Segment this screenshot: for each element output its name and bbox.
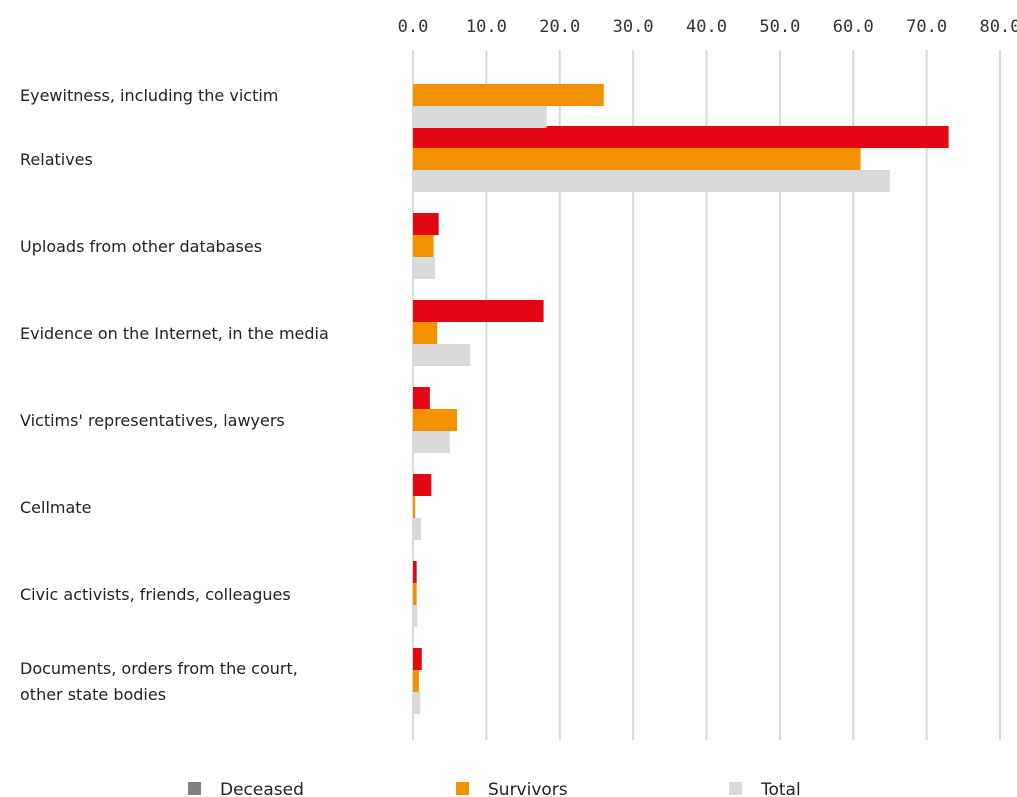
bar-survivors [413, 84, 604, 106]
x-tick-label: 20.0 [539, 17, 580, 37]
category-label: Relatives [20, 150, 93, 169]
x-tick-label: 40.0 [686, 17, 727, 37]
bar-total [413, 431, 450, 453]
bar-total [413, 605, 418, 627]
bar-deceased [413, 387, 430, 409]
x-tick-label: 80.0 [980, 17, 1017, 37]
category-label: Documents, orders from the court, other s… [20, 659, 298, 704]
x-tick-label: 10.0 [466, 17, 507, 37]
legend-item-survivors: Survivors [456, 780, 568, 797]
legend: Deceased Survivors Total [188, 780, 801, 797]
legend-label: Deceased [220, 780, 304, 797]
x-tick-label: 70.0 [906, 17, 947, 37]
legend-item-deceased: Deceased [188, 780, 304, 797]
legend-swatch [456, 782, 469, 795]
bar-survivors [413, 148, 861, 170]
bar-total [413, 106, 547, 128]
bar-total [413, 692, 421, 714]
bar-deceased [413, 648, 422, 670]
legend-label: Total [760, 780, 801, 797]
category-label: Evidence on the Internet, in the media [20, 324, 329, 343]
category-labels: Eyewitness, including the victim Relative… [20, 86, 329, 704]
category-label: Civic activists, friends, colleagues [20, 585, 291, 604]
bar-total [413, 344, 471, 366]
bar-total [413, 170, 890, 192]
bars [413, 84, 949, 714]
bar-survivors [413, 670, 419, 692]
bar-total [413, 518, 422, 540]
x-tick-label: 50.0 [759, 17, 800, 37]
bar-survivors [413, 409, 458, 431]
x-tick-label: 60.0 [833, 17, 874, 37]
bar-survivors [413, 322, 438, 344]
category-label: Uploads from other databases [20, 237, 262, 256]
legend-swatch [188, 782, 201, 795]
bar-deceased [413, 213, 439, 235]
legend-item-total: Total [729, 780, 801, 797]
bar-deceased [413, 300, 544, 322]
category-label: Cellmate [20, 498, 91, 517]
category-label: Eyewitness, including the victim [20, 86, 278, 105]
legend-swatch [729, 782, 742, 795]
x-tick-label: 0.0 [398, 17, 429, 37]
bar-survivors [413, 496, 416, 518]
bar-total [413, 257, 436, 279]
x-axis-ticks: 0.0 10.0 20.0 30.0 40.0 50.0 60.0 70.0 80.0 [398, 17, 1017, 37]
legend-label: Survivors [488, 780, 568, 797]
category-label: Victims' representatives, lawyers [20, 411, 285, 430]
bar-deceased [413, 126, 949, 148]
bar-deceased [413, 474, 432, 496]
x-tick-label: 30.0 [613, 17, 654, 37]
bar-survivors [413, 235, 434, 257]
bar-survivors [413, 583, 417, 605]
bar-deceased [413, 561, 417, 583]
